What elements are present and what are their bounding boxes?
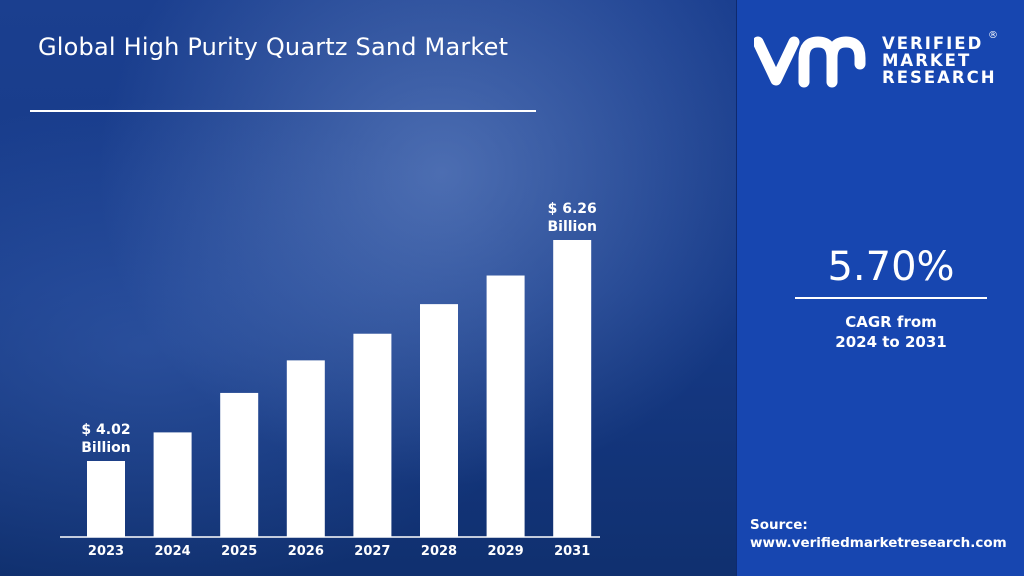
- x-tick-2031: 2031: [554, 544, 590, 559]
- x-tick-2028: 2028: [421, 544, 457, 559]
- data-label-value-2031: $ 6.26: [548, 201, 597, 217]
- source-note: Source: www.verifiedmarketresearch.com: [750, 516, 1007, 552]
- x-tick-2027: 2027: [354, 544, 390, 559]
- bar-chart: 2023 2024 2025 2026 2027 2028 2029 2031 $ 4.02 B…: [60, 201, 600, 559]
- x-tick-2029: 2029: [488, 544, 524, 559]
- cagr-divider: [795, 297, 987, 299]
- cagr-label-line-1: CAGR from: [845, 313, 937, 331]
- brand-line-2: MARKET: [882, 50, 972, 70]
- vmr-logo: VERIFIED MARKET RESEARCH: [754, 30, 997, 90]
- bar-2027: [353, 333, 392, 537]
- bar-2028: [420, 304, 458, 537]
- x-tick-2023: 2023: [88, 544, 124, 559]
- brand-line-3: RESEARCH: [882, 67, 997, 87]
- source-label: Source:: [750, 517, 808, 533]
- registered-mark: ®: [988, 30, 998, 41]
- data-label-unit-2023: Billion: [81, 440, 130, 456]
- bar-2023: [87, 461, 125, 537]
- cagr-label-line-2: 2024 to 2031: [835, 333, 947, 351]
- x-tick-2026: 2026: [288, 544, 324, 559]
- x-tick-2025: 2025: [221, 544, 257, 559]
- data-label-unit-2031: Billion: [547, 219, 596, 235]
- bar-2025: [220, 392, 259, 537]
- x-tick-2024: 2024: [155, 544, 191, 559]
- bar-2024: [153, 432, 192, 537]
- summary-panel: [737, 0, 1024, 576]
- cagr-value: 5.70%: [827, 244, 955, 290]
- data-label-value-2023: $ 4.02: [81, 422, 130, 438]
- brand-line-1: VERIFIED: [882, 33, 984, 53]
- cagr-label: CAGR from 2024 to 2031: [795, 312, 987, 352]
- vm-logo-mark-icon: [754, 36, 866, 88]
- bar-2026: [286, 360, 325, 537]
- title-divider: [30, 110, 536, 112]
- chart-title: Global High Purity Quartz Sand Market: [38, 33, 509, 61]
- bar-2029: [486, 275, 525, 537]
- source-url: www.verifiedmarketresearch.com: [750, 535, 1007, 551]
- bar-2031: [553, 240, 592, 537]
